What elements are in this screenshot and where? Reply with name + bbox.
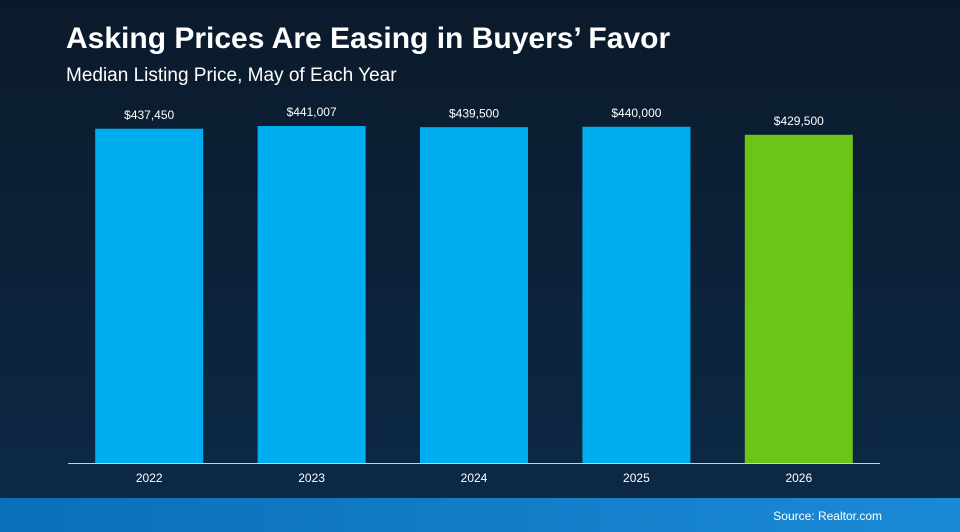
value-label: $441,007 — [287, 105, 337, 119]
x-tick-label: 2025 — [623, 471, 650, 485]
source: Source: Realtor.com — [773, 509, 882, 523]
footer-band — [0, 498, 960, 532]
x-tick-label: 2024 — [461, 471, 488, 485]
chart-subtitle: Median Listing Price, May of Each Year — [66, 65, 397, 86]
chart-title: Asking Prices Are Easing in Buyers’ Favo… — [66, 22, 670, 55]
bar — [744, 134, 853, 463]
value-label: $429,500 — [774, 114, 824, 128]
bar — [582, 126, 691, 464]
x-tick-label: 2023 — [298, 471, 325, 485]
value-label: $437,450 — [124, 108, 174, 122]
bar — [257, 126, 366, 463]
bar — [420, 127, 528, 464]
x-tick-label: 2022 — [136, 471, 163, 485]
x-tick-label: 2026 — [785, 471, 812, 485]
value-label: $439,500 — [449, 106, 499, 120]
value-label: $440,000 — [611, 106, 661, 120]
bar — [95, 128, 204, 463]
